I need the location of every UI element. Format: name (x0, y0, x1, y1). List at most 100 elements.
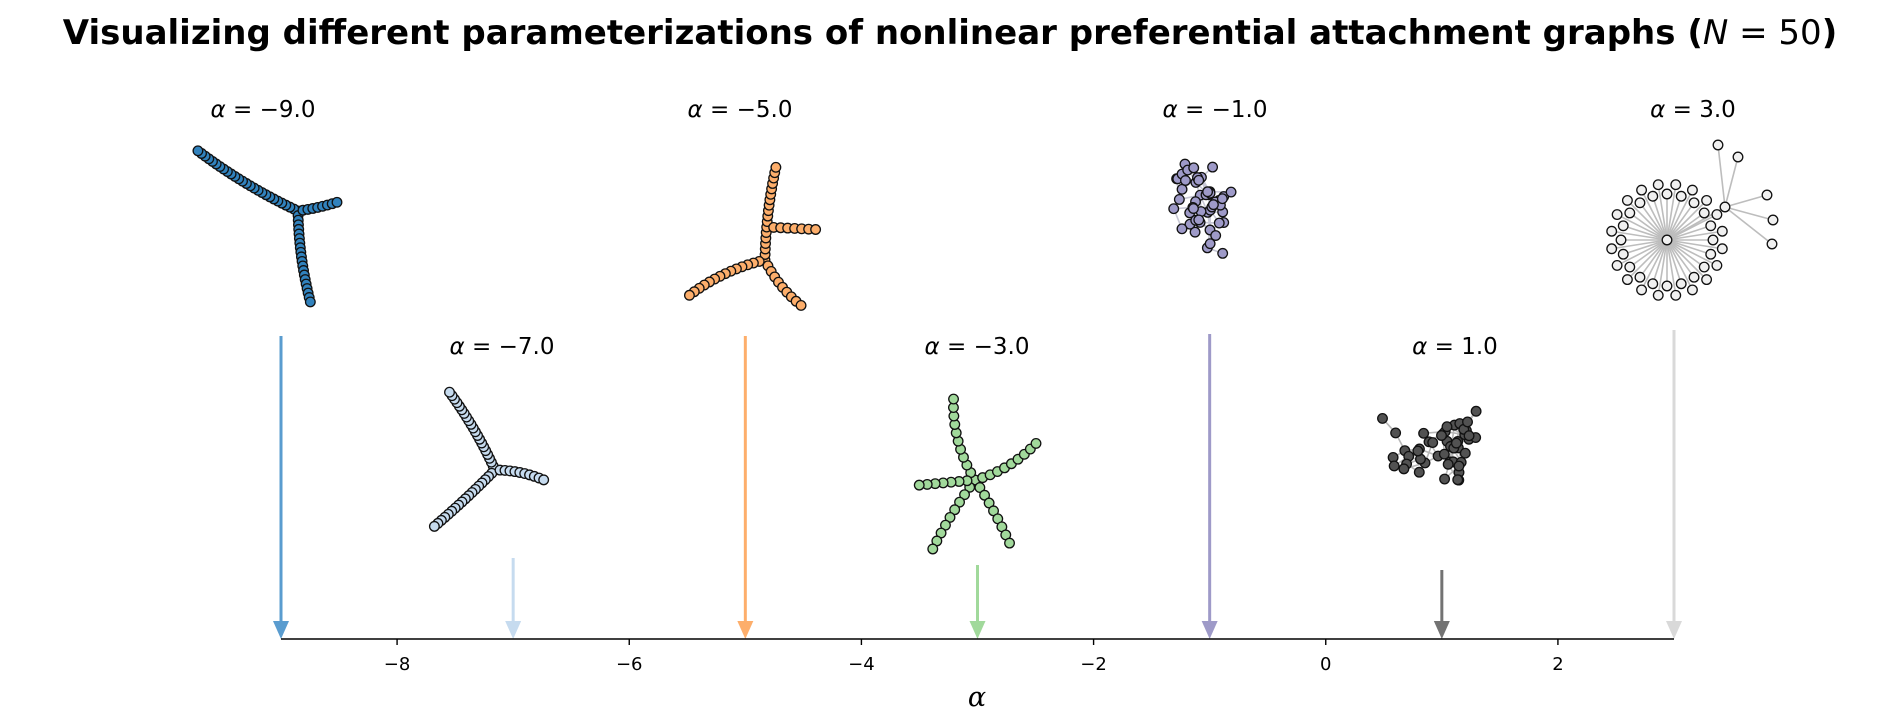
graph-7 (1606, 139, 1779, 301)
title-suffix: ) (1822, 13, 1838, 53)
graph-node (1634, 197, 1646, 209)
panel-label-7: α = 3.0 (1650, 97, 1736, 123)
arrow-head (1666, 621, 1682, 639)
graph-edge (1657, 184, 1668, 241)
graph-node (1611, 209, 1623, 221)
graph-node (1711, 209, 1723, 221)
graph-node (1377, 412, 1388, 424)
arrow-head (737, 621, 754, 639)
alpha-value: = −5.0 (703, 97, 793, 123)
graph-node (1712, 139, 1724, 151)
alpha-symbol: α (1650, 97, 1665, 123)
graph-edge (1639, 239, 1668, 278)
graph-edge (1629, 212, 1668, 241)
graph-node (1470, 405, 1482, 417)
arrow-2 (505, 558, 522, 639)
graph-node (1193, 214, 1205, 226)
graph-node (1716, 243, 1728, 255)
graph-node (1766, 238, 1778, 250)
title-prefix: Visualizing different parameterizations … (63, 13, 1703, 53)
graph-edge (1666, 239, 1723, 250)
graph-edge (1666, 239, 1711, 255)
graph-edge (1611, 230, 1668, 241)
graph-edge (1639, 202, 1668, 241)
graph-node (1193, 174, 1205, 186)
graph-edge (1724, 194, 1768, 208)
graph-node (1207, 161, 1219, 173)
panel-label-1: α = −9.0 (211, 97, 316, 123)
panel-label-4: α = −3.0 (925, 334, 1030, 360)
title-variable: N (1703, 13, 1728, 53)
graph-node (1442, 458, 1454, 470)
arrow-1 (273, 336, 289, 639)
graph-node (1647, 190, 1659, 202)
graph-edge (1626, 199, 1668, 241)
graph-node (1168, 203, 1180, 215)
graph-node (1189, 226, 1201, 238)
arrow-3 (737, 336, 754, 639)
alpha-symbol: α (925, 334, 940, 360)
graph-node (1761, 189, 1773, 201)
graph-node (1004, 537, 1015, 549)
graph-edge (1623, 239, 1668, 255)
graph-node (1213, 217, 1225, 229)
graph-node (1636, 184, 1648, 196)
graph-node (1705, 248, 1717, 260)
graph-node (1441, 421, 1453, 433)
tick-label: 2 (1552, 654, 1563, 675)
graph-edge (1724, 156, 1739, 208)
graph-node (795, 299, 807, 311)
graph-2 (428, 386, 550, 532)
graph-node (1217, 247, 1229, 259)
arrow-head (273, 621, 289, 639)
graph-5 (1168, 158, 1237, 259)
graph-edge (1666, 239, 1708, 281)
graph-edge (1666, 230, 1723, 241)
panel-label-6: α = 1.0 (1412, 334, 1498, 360)
graph-node (1617, 248, 1629, 260)
graph-node (1688, 197, 1700, 209)
graph-edge (1666, 239, 1695, 278)
graph-node (1439, 473, 1451, 485)
graph-node (974, 482, 986, 494)
graph-node (1675, 278, 1687, 290)
graph-edge (1616, 213, 1668, 241)
title-equals: = 50 (1728, 13, 1821, 53)
graph-edge (1724, 206, 1773, 245)
graph-node (1452, 474, 1464, 486)
graph-node (1388, 460, 1400, 472)
graph-node (683, 289, 695, 301)
graph-node (1418, 427, 1430, 439)
graph-node (1204, 238, 1216, 250)
graph-node (1707, 234, 1719, 246)
graph-edge (1666, 184, 1677, 241)
graph-panels (192, 139, 1779, 555)
graph-node (1225, 186, 1237, 198)
alpha-value: = −1.0 (1178, 97, 1268, 123)
graph-node (1675, 190, 1687, 202)
graph-node (810, 224, 822, 235)
arrow-head (969, 621, 986, 639)
graph-node (927, 543, 939, 555)
graph-node (1661, 234, 1673, 246)
graph-node (1732, 151, 1744, 163)
graph-edge (1666, 239, 1705, 268)
graph-node (1652, 289, 1664, 301)
graph-edge (1657, 239, 1668, 296)
graph-node (1188, 162, 1200, 174)
tick-label: −4 (848, 654, 875, 675)
panel-labels: α = −9.0α = −7.0α = −5.0α = −3.0α = −1.0… (211, 97, 1736, 360)
graph-node (192, 145, 204, 157)
figure-title: Visualizing different parameterizations … (63, 13, 1837, 53)
tick-label: −6 (616, 654, 643, 675)
graph-node (1202, 186, 1214, 198)
panel-label-3: α = −5.0 (688, 97, 793, 123)
graph-node (1716, 225, 1728, 237)
graph-edge (1666, 199, 1708, 241)
graph-node (1438, 448, 1450, 460)
graph-edge (1666, 189, 1694, 241)
arrow-head (1201, 621, 1218, 639)
graph-node (1210, 230, 1222, 241)
graph-node (1698, 261, 1710, 273)
graph-node (1413, 466, 1425, 478)
